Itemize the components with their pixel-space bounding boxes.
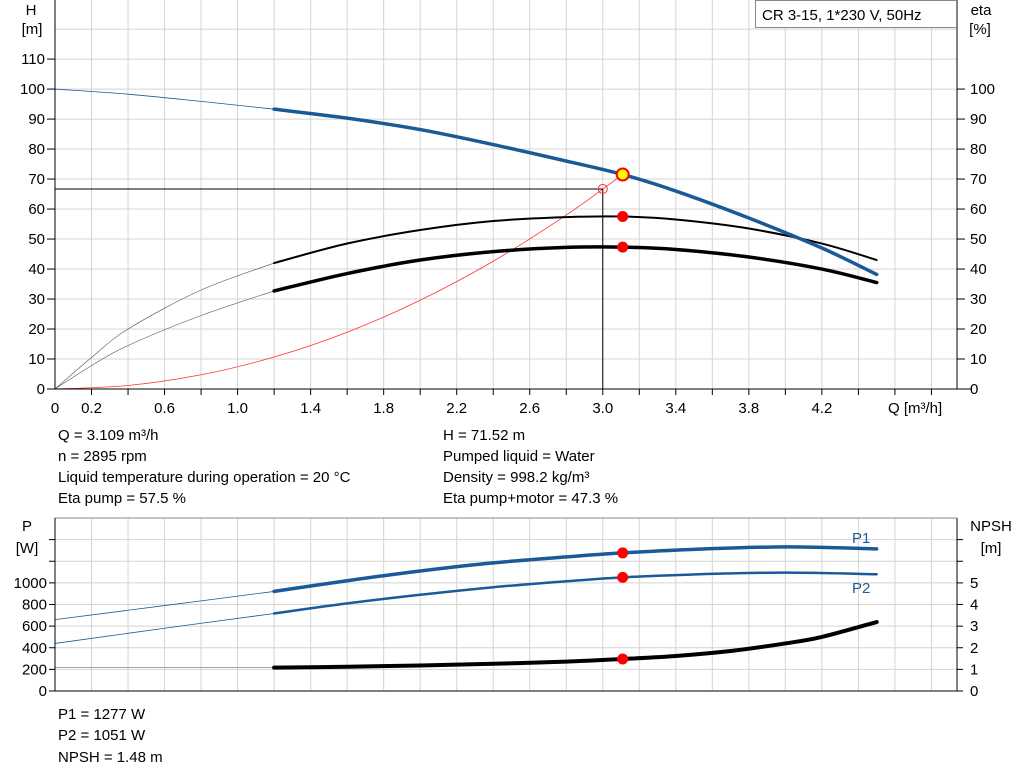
- duty-point-head: [615, 167, 630, 182]
- y2-axis-unit-eta: [%]: [969, 21, 991, 38]
- curves: [54, 88, 879, 670]
- info-flow: Q = 3.109 m³/h: [58, 427, 158, 444]
- y-axis-unit-p: [W]: [16, 540, 39, 557]
- p-tick-label: 800: [22, 597, 47, 614]
- info-pumped-liquid: Pumped liquid = Water: [443, 448, 595, 465]
- y2-axis-label-npsh: NPSH: [970, 518, 1012, 535]
- p1-curve: [272, 545, 879, 594]
- p2-curve-extrapolated: [54, 613, 275, 644]
- y-tick-label: 100: [20, 81, 45, 98]
- info-p1: P1 = 1277 W: [58, 706, 146, 723]
- x-tick-label: 1.0: [227, 400, 248, 417]
- eta-pump-curve: [273, 215, 878, 265]
- info-bottom: P1 = 1277 W P2 = 1051 W NPSH = 1.48 m: [58, 706, 163, 766]
- bottom-grid: [55, 518, 957, 691]
- y2-tick-label: 30: [970, 291, 987, 308]
- y2-tick-label: 60: [970, 201, 987, 218]
- y-axis-label-h: H: [26, 2, 37, 19]
- y-tick-label: 80: [28, 141, 45, 158]
- head-curve-extrapolated: [54, 88, 275, 110]
- y-tick-label: 110: [21, 51, 45, 68]
- x-tick-label: 3.4: [665, 400, 686, 417]
- axes: 0 0.2 0.6 1.0 1.4 1.8 2.2 2.6 3.0 3.4 3.8 4.2010203…: [14, 0, 995, 700]
- eta-pump-motor-curve-extrapolated: [54, 290, 275, 390]
- x-tick-label: 0.2: [81, 400, 102, 417]
- duty-point-p1: [617, 547, 629, 559]
- info-liquid-temperature: Liquid temperature during operation = 20…: [58, 469, 351, 486]
- npsh-tick-label: 4: [970, 597, 978, 614]
- legend-label-p1: P1: [852, 530, 870, 547]
- y-tick-label: 60: [28, 201, 45, 218]
- y2-tick-label: 40: [970, 261, 987, 278]
- system-curve: [54, 174, 623, 390]
- info-speed: n = 2895 rpm: [58, 448, 147, 465]
- y-axis-label-p: P: [22, 518, 32, 535]
- y2-tick-label: 50: [970, 231, 987, 248]
- y2-tick-label: 90: [970, 111, 987, 128]
- y-tick-label: 0: [37, 381, 45, 398]
- eta-pump-curve-extrapolated: [54, 262, 275, 390]
- duty-point-npsh: [617, 653, 629, 665]
- npsh-curve: [272, 620, 879, 670]
- y-tick-label: 40: [28, 261, 45, 278]
- npsh-tick-label: 2: [970, 640, 978, 657]
- x-tick-label: 3.8: [738, 400, 759, 417]
- x-tick-label: 1.4: [300, 400, 321, 417]
- title-box: [755, 0, 957, 28]
- duty-point-eta-pump-motor: [617, 241, 629, 253]
- eta-pump-motor-curve: [272, 245, 879, 293]
- y2-tick-label: 100: [970, 81, 995, 98]
- x-tick-label: 2.2: [446, 400, 467, 417]
- head-curve: [272, 107, 879, 277]
- x-tick-label: 0: [51, 400, 59, 417]
- p1-curve-extrapolated: [54, 591, 275, 621]
- y-axis-unit-h: [m]: [22, 21, 43, 38]
- y2-tick-label: 20: [970, 321, 987, 338]
- p-tick-label: 600: [22, 618, 47, 635]
- legend-label-p2: P2: [852, 580, 870, 597]
- y-tick-label: 20: [28, 321, 45, 338]
- top-grid: [55, 0, 957, 389]
- info-right: H = 71.52 m Pumped liquid = Water Densit…: [443, 427, 618, 507]
- y2-tick-label: 80: [970, 141, 987, 158]
- npsh-tick-label: 1: [970, 661, 978, 678]
- chart-title: CR 3-15, 1*230 V, 50Hz: [762, 7, 922, 24]
- reference-point-marker: [597, 183, 608, 194]
- p-tick-label: 200: [22, 661, 47, 678]
- y2-axis-label-eta: eta: [971, 2, 993, 19]
- info-p2: P2 = 1051 W: [58, 727, 146, 744]
- y-tick-label: 70: [28, 171, 45, 188]
- duty-point-p2: [617, 571, 629, 583]
- npsh-tick-label: 3: [970, 618, 978, 635]
- info-eta-pump-motor: Eta pump+motor = 47.3 %: [443, 490, 618, 507]
- npsh-tick-label: 5: [970, 575, 978, 592]
- y2-tick-label: 10: [970, 351, 987, 368]
- p2-curve: [272, 571, 878, 615]
- info-head: H = 71.52 m: [443, 427, 525, 444]
- y2-axis-unit-npsh: [m]: [981, 540, 1002, 557]
- p-tick-label: 400: [22, 640, 47, 657]
- x-tick-label: 0.6: [154, 400, 175, 417]
- info-eta-pump: Eta pump = 57.5 %: [58, 490, 186, 507]
- y-tick-label: 30: [28, 291, 45, 308]
- y-tick-label: 10: [28, 351, 45, 368]
- y-tick-label: 50: [28, 231, 45, 248]
- x-tick-label: 4.2: [811, 400, 832, 417]
- info-density: Density = 998.2 kg/m³: [443, 469, 589, 486]
- p-tick-label: 0: [39, 683, 47, 700]
- y2-tick-label: 70: [970, 171, 987, 188]
- duty-point-eta-pump: [617, 211, 629, 223]
- y2-tick-label: 0: [970, 381, 978, 398]
- x-tick-label: 1.8: [373, 400, 394, 417]
- x-axis-label-q: Q [m³/h]: [888, 400, 942, 417]
- x-tick-label: 3.0: [592, 400, 613, 417]
- info-left: Q = 3.109 m³/h n = 2895 rpm Liquid tempe…: [58, 427, 351, 507]
- y-tick-label: 90: [28, 111, 45, 128]
- npsh-tick-label: 0: [970, 683, 978, 700]
- p-tick-label: 1000: [14, 575, 47, 592]
- x-tick-label: 2.6: [519, 400, 540, 417]
- info-npsh: NPSH = 1.48 m: [58, 749, 163, 766]
